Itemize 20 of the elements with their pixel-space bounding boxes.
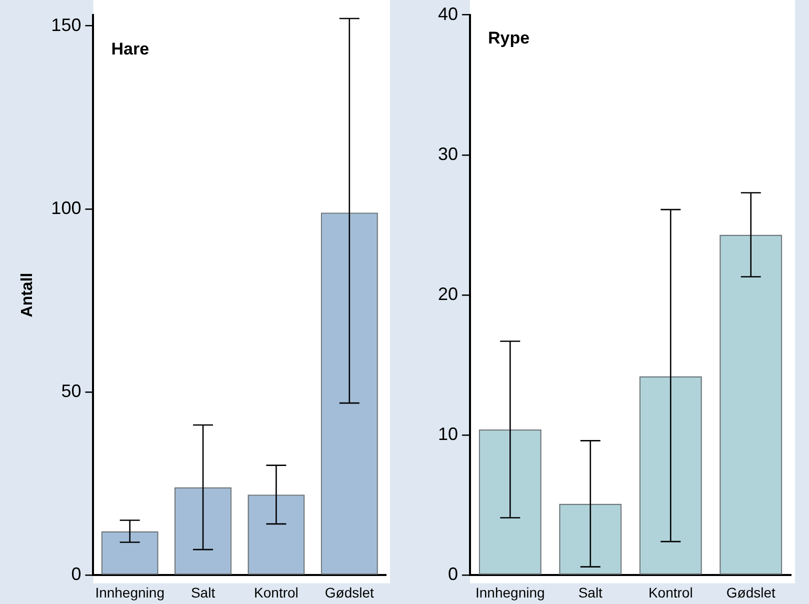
- x-tick-label: Kontrol: [254, 584, 298, 600]
- x-tick-label: Salt: [190, 584, 216, 600]
- y-tick-label: 100: [51, 198, 82, 218]
- x-tick-label: Innhegning: [475, 584, 545, 600]
- x-tick-label: Innhegning: [95, 584, 164, 600]
- x-tick-label: Gødslet: [324, 584, 374, 600]
- y-tick-label: 30: [438, 144, 458, 164]
- y-tick-label: 0: [71, 564, 82, 584]
- x-tick-label: Gødslet: [726, 584, 776, 600]
- y-tick-label: 150: [51, 14, 82, 35]
- y-tick-label: 40: [438, 4, 458, 24]
- x-tick-label: Salt: [578, 584, 603, 600]
- y-tick-label: 20: [438, 284, 458, 304]
- x-tick-label: Kontrol: [648, 584, 693, 600]
- text: Rype: [488, 28, 530, 48]
- y-tick-label: 10: [438, 424, 458, 444]
- text: Hare: [111, 39, 150, 58]
- y-tick-label: 0: [448, 564, 458, 584]
- y-axis-title: Antall: [19, 272, 36, 318]
- y-tick-label: 50: [61, 381, 82, 402]
